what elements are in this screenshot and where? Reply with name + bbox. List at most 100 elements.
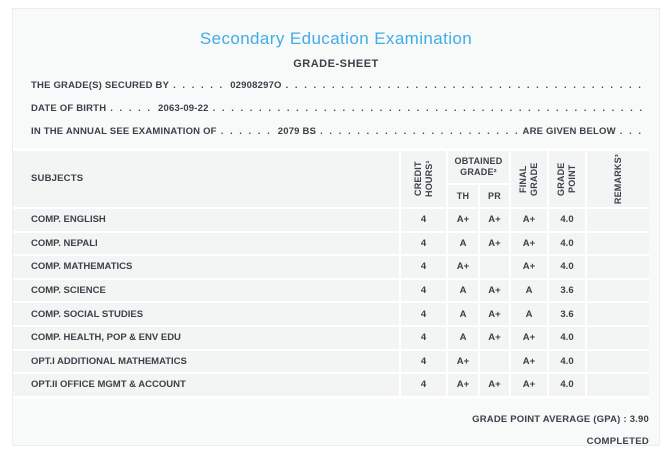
final-grade-value: A (511, 279, 547, 302)
final-grade-value: A+ (511, 350, 547, 373)
final-grade-value: A+ (511, 374, 547, 396)
credit-hours-value: 4 (401, 326, 446, 349)
subject-name: COMP. SOCIAL STUDIES (13, 303, 399, 325)
gpa-summary: GRADE POINT AVERAGE (GPA) :3.90 (469, 414, 649, 425)
pr-grade-value (480, 256, 509, 278)
info-line-date-of-birth: DATE OF BIRTH . . . . . 2063-09-22 . . .… (31, 103, 647, 126)
dot-leader-fill: . . . . . . . . . . . . . . . . . . . . … (285, 80, 647, 91)
th-grade-value: A (448, 279, 478, 302)
gpa-label: GRADE POINT AVERAGE (GPA) : (472, 414, 627, 425)
pr-grade-value: A+ (480, 232, 509, 255)
dot-leader: . . . . . . (220, 126, 272, 137)
pr-grade-value: A+ (480, 303, 509, 325)
gpa-value: 3.90 (629, 414, 649, 425)
grade-point-value: 4.0 (549, 326, 585, 349)
dot-leader: . . . . . (110, 103, 153, 114)
header-obtained-grade-label: OBTAINED GRADE² (454, 156, 503, 177)
dot-leader-fill: . . . . . . . . . . . . . . . . . . . . … (320, 126, 518, 137)
subject-name: OPT.I ADDITIONAL MATHEMATICS (13, 350, 399, 373)
dot-leader-fill: . . . . . . . . . . . . . . . . . . . . … (212, 103, 647, 114)
header-grade-point: GRADE POINT (549, 151, 585, 207)
grades-table-header: SUBJECTS CREDIT HOURS¹ OBTAINED GRADE² T… (13, 151, 649, 207)
header-pr: PR (480, 185, 509, 207)
credit-hours-value: 4 (401, 209, 446, 231)
page-title: Secondary Education Examination (199, 29, 473, 48)
header-subjects: SUBJECTS (13, 151, 399, 207)
th-grade-value: A+ (448, 256, 478, 278)
credit-hours-value: 4 (401, 374, 446, 396)
header-grade-point-label: GRADE POINT (556, 162, 577, 196)
are-given-below-label: ARE GIVEN BELOW (522, 126, 616, 137)
remarks-value (587, 350, 649, 373)
remarks-value (587, 256, 649, 278)
header-obtained-grade: OBTAINED GRADE² (448, 151, 509, 183)
credit-hours-value: 4 (401, 279, 446, 302)
pr-grade-value (480, 350, 509, 373)
pr-grade-value: A+ (480, 279, 509, 302)
pr-grade-value: A+ (480, 209, 509, 231)
header-credit-hours: CREDIT HOURS¹ (401, 151, 446, 207)
table-row: COMP. SOCIAL STUDIES 4 A A+ A 3.6 (13, 303, 649, 325)
final-grade-value: A+ (511, 256, 547, 278)
subject-name: OPT.II OFFICE MGMT & ACCOUNT (13, 374, 399, 396)
th-grade-value: A+ (448, 350, 478, 373)
symbol-number-value: 02908297O (230, 80, 282, 91)
remarks-value (587, 209, 649, 231)
date-of-birth-value: 2063-09-22 (158, 103, 209, 114)
subject-name: COMP. SCIENCE (13, 279, 399, 302)
info-line-exam-year: IN THE ANNUAL SEE EXAMINATION OF . . . .… (31, 126, 647, 149)
grades-table: SUBJECTS CREDIT HOURS¹ OBTAINED GRADE² T… (13, 148, 649, 399)
credit-hours-value: 4 (401, 350, 446, 373)
grade-point-value: 3.6 (549, 303, 585, 325)
exam-year-label: IN THE ANNUAL SEE EXAMINATION OF (31, 126, 217, 137)
dot-leader: . . . (619, 126, 643, 137)
credit-hours-value: 4 (401, 303, 446, 325)
remarks-value (587, 279, 649, 302)
th-grade-value: A (448, 326, 478, 349)
dot-leader: . . . . . . (173, 80, 225, 91)
final-grade-value: A (511, 303, 547, 325)
th-grade-value: A (448, 303, 478, 325)
symbol-number-label: THE GRADE(S) SECURED BY (31, 80, 170, 91)
table-row: COMP. ENGLISH 4 A+ A+ A+ 4.0 (13, 209, 649, 231)
final-grade-value: A+ (511, 209, 547, 231)
final-grade-value: A+ (511, 326, 547, 349)
subject-name: COMP. ENGLISH (13, 209, 399, 231)
table-row: COMP. NEPALI 4 A A+ A+ 4.0 (13, 232, 649, 255)
pr-grade-value: A+ (480, 326, 509, 349)
final-grade-value: A+ (511, 232, 547, 255)
grade-point-value: 3.6 (549, 279, 585, 302)
grade-point-value: 4.0 (549, 374, 585, 396)
grade-point-value: 4.0 (549, 232, 585, 255)
subject-name: COMP. MATHEMATICS (13, 256, 399, 278)
th-grade-value: A+ (448, 374, 478, 396)
pr-grade-value: A+ (480, 374, 509, 396)
table-row: OPT.II OFFICE MGMT & ACCOUNT 4 A+ A+ A+ … (13, 374, 649, 396)
th-grade-value: A (448, 232, 478, 255)
table-row: OPT.I ADDITIONAL MATHEMATICS 4 A+ A+ 4.0 (13, 350, 649, 373)
table-row: COMP. HEALTH, POP & ENV EDU 4 A A+ A+ 4.… (13, 326, 649, 349)
remarks-value (587, 232, 649, 255)
info-line-symbol-number: THE GRADE(S) SECURED BY . . . . . . 0290… (31, 80, 647, 103)
student-info-section: THE GRADE(S) SECURED BY . . . . . . 0290… (31, 80, 647, 149)
header-credit-hours-label: CREDIT HOURS¹ (412, 160, 434, 198)
subject-name: COMP. HEALTH, POP & ENV EDU (13, 326, 399, 349)
status-completed: COMPLETED (586, 436, 649, 447)
remarks-value (587, 374, 649, 396)
table-row: COMP. MATHEMATICS 4 A+ A+ 4.0 (13, 256, 649, 278)
subject-name: COMP. NEPALI (13, 232, 399, 255)
grade-point-value: 4.0 (549, 350, 585, 373)
header-final-grade-label: FINAL GRADE (518, 162, 539, 196)
date-of-birth-label: DATE OF BIRTH (31, 103, 107, 114)
table-row: COMP. SCIENCE 4 A A+ A 3.6 (13, 279, 649, 302)
page-subtitle: GRADE-SHEET (293, 58, 379, 70)
header-th: TH (448, 185, 478, 207)
credit-hours-value: 4 (401, 256, 446, 278)
exam-year-value: 2079 BS (277, 126, 317, 137)
th-grade-value: A+ (448, 209, 478, 231)
header-final-grade: FINAL GRADE (511, 151, 547, 207)
grade-point-value: 4.0 (549, 209, 585, 231)
remarks-value (587, 303, 649, 325)
header-remarks-label: REMARKS³ (612, 153, 623, 205)
header-remarks: REMARKS³ (587, 151, 649, 207)
